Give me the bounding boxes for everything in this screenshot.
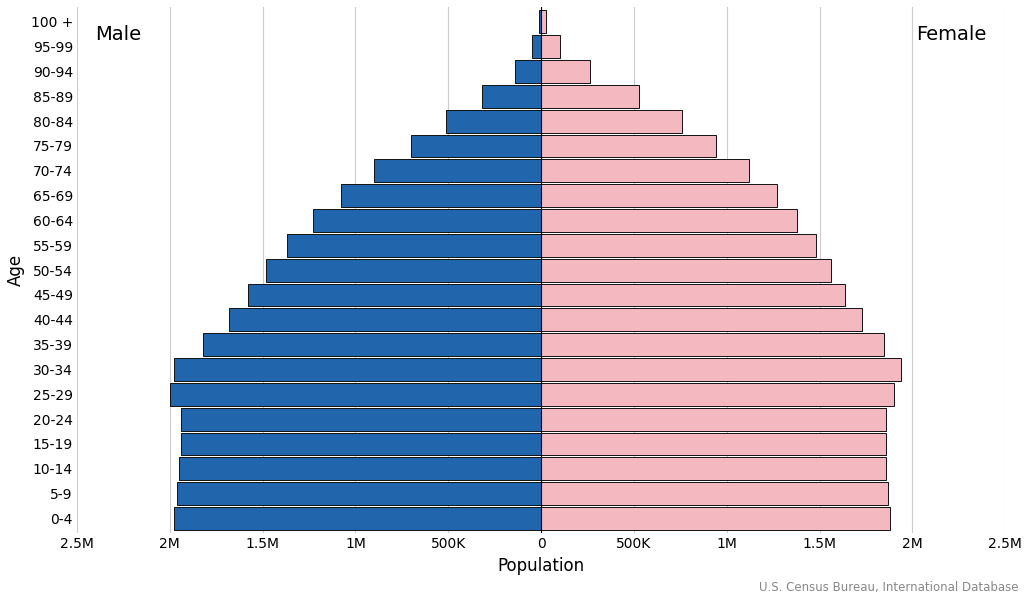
Bar: [541, 10, 546, 33]
Bar: [541, 407, 886, 431]
Bar: [541, 234, 816, 257]
Bar: [541, 383, 894, 406]
Bar: [541, 85, 639, 108]
Bar: [541, 35, 560, 58]
Bar: [177, 482, 541, 505]
Bar: [541, 160, 749, 182]
Bar: [181, 407, 541, 431]
Bar: [541, 507, 890, 530]
Bar: [516, 60, 541, 83]
Bar: [204, 333, 541, 356]
Bar: [229, 308, 541, 331]
Bar: [532, 35, 541, 58]
Bar: [248, 284, 541, 307]
Bar: [539, 10, 541, 33]
Bar: [170, 383, 541, 406]
Text: U.S. Census Bureau, International Database: U.S. Census Bureau, International Databa…: [759, 581, 1019, 594]
Bar: [541, 333, 885, 356]
Bar: [174, 358, 541, 381]
Y-axis label: Age: Age: [7, 254, 25, 286]
Bar: [174, 507, 541, 530]
Bar: [541, 259, 830, 281]
Bar: [541, 482, 888, 505]
Bar: [482, 85, 541, 108]
Bar: [541, 457, 886, 480]
Text: Female: Female: [916, 25, 987, 44]
Bar: [181, 433, 541, 455]
Bar: [541, 284, 846, 307]
Bar: [412, 134, 541, 157]
Text: Male: Male: [96, 25, 142, 44]
Bar: [179, 457, 541, 480]
Bar: [541, 433, 886, 455]
Bar: [541, 60, 591, 83]
Bar: [541, 184, 777, 207]
Bar: [287, 234, 541, 257]
Bar: [447, 110, 541, 133]
Bar: [374, 160, 541, 182]
Bar: [541, 209, 797, 232]
Bar: [341, 184, 541, 207]
X-axis label: Population: Population: [497, 557, 584, 575]
Bar: [541, 308, 862, 331]
Bar: [541, 134, 715, 157]
Bar: [541, 110, 682, 133]
Bar: [313, 209, 541, 232]
Bar: [541, 358, 901, 381]
Bar: [267, 259, 541, 281]
